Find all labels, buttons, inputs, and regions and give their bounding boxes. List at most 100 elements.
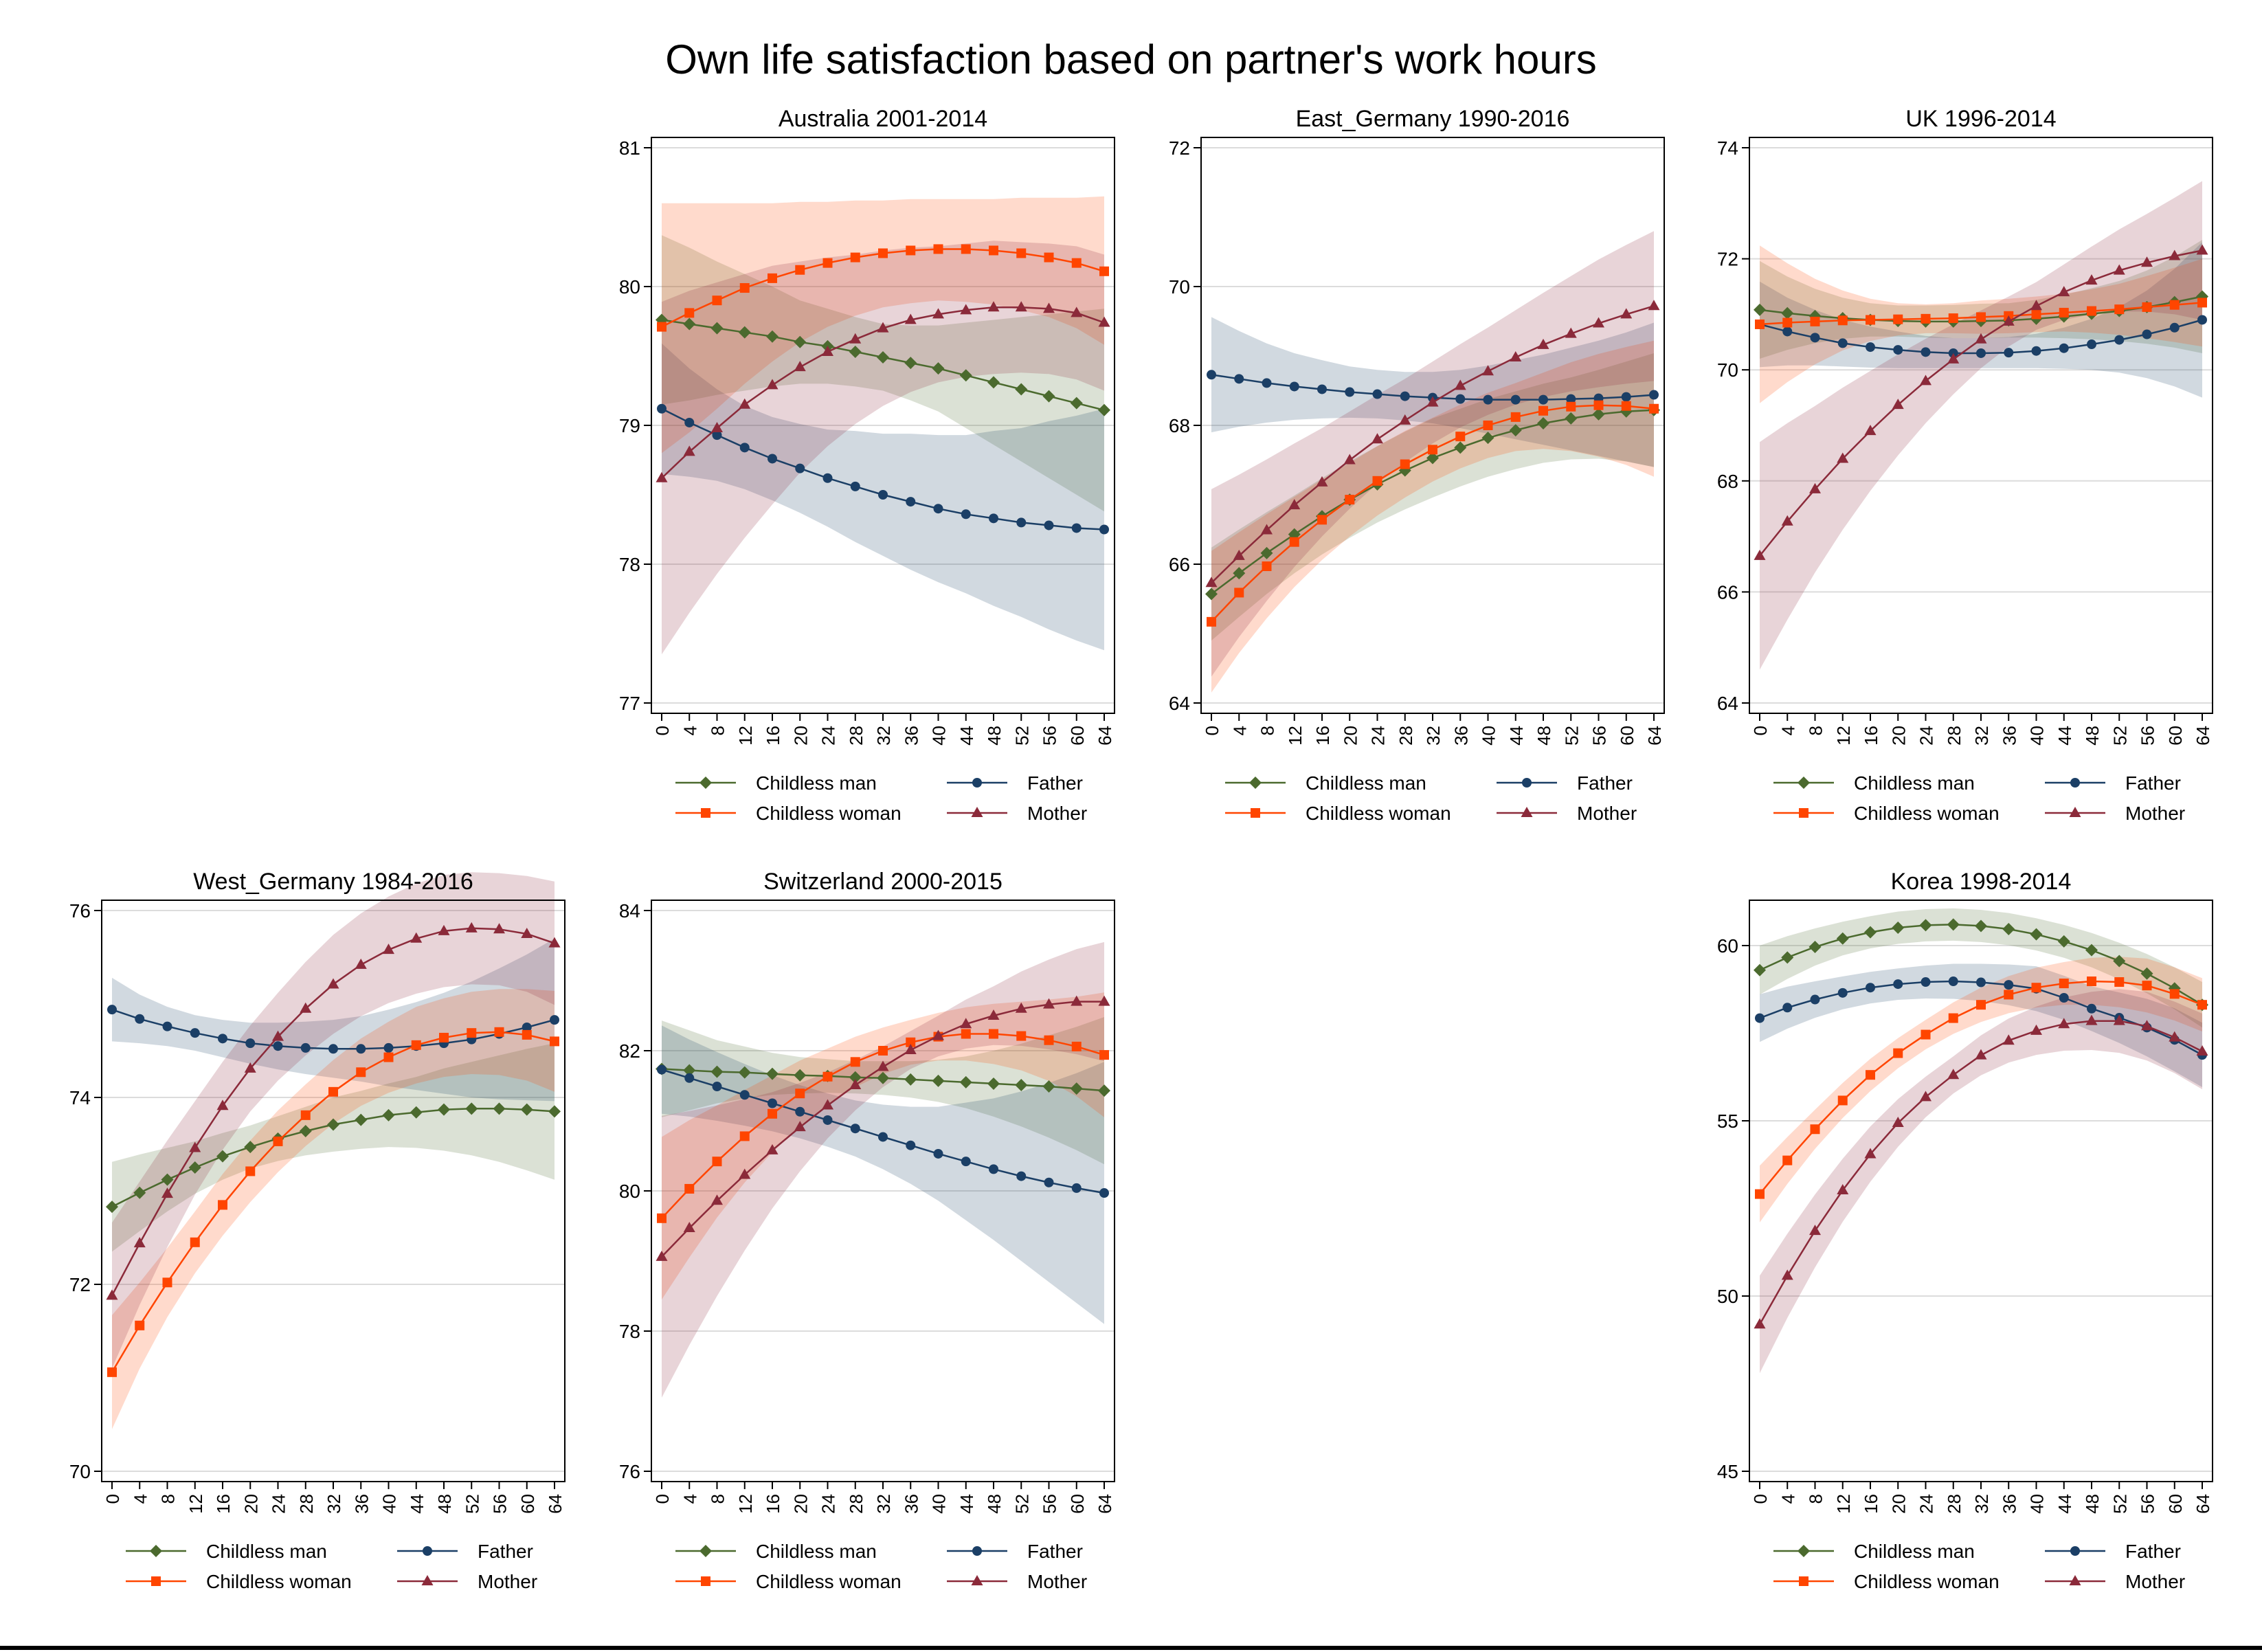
- data-point: [904, 1073, 917, 1086]
- data-point: [2197, 298, 2207, 308]
- legend-marker: [701, 1576, 710, 1586]
- legend-label: Childless man: [206, 1541, 327, 1562]
- x-tick-label: 4: [680, 1494, 700, 1504]
- x-tick-label: 24: [269, 1494, 289, 1514]
- data-point: [1317, 515, 1327, 525]
- x-tick-label: 40: [1479, 726, 1499, 746]
- data-point: [1317, 384, 1327, 394]
- x-tick-label: 12: [735, 726, 756, 746]
- legend-marker: [151, 1576, 161, 1586]
- data-point: [1207, 370, 1216, 380]
- data-point: [1071, 258, 1082, 268]
- data-point: [822, 1071, 833, 1082]
- data-point: [904, 357, 917, 370]
- data-point: [1649, 390, 1659, 400]
- data-point: [1754, 963, 1766, 976]
- data-point: [439, 1032, 449, 1042]
- data-point: [2114, 335, 2125, 345]
- data-point: [1836, 932, 1849, 945]
- data-point: [2059, 343, 2069, 353]
- data-point: [548, 937, 561, 948]
- data-point: [1399, 414, 1411, 425]
- confidence-band: [1211, 317, 1654, 467]
- x-tick-label: 0: [652, 726, 673, 735]
- data-point: [2196, 1045, 2208, 1056]
- data-point: [877, 322, 889, 333]
- data-point: [2142, 329, 2152, 339]
- data-point: [2114, 304, 2125, 315]
- data-point: [245, 1038, 256, 1049]
- data-point: [494, 1027, 504, 1037]
- data-point: [710, 1065, 724, 1078]
- data-point: [2004, 990, 2014, 1000]
- data-point: [2030, 928, 2043, 941]
- data-point: [1837, 315, 1848, 326]
- data-point: [133, 1237, 146, 1248]
- data-point: [739, 283, 750, 293]
- x-tick-label: 12: [1833, 1494, 1854, 1514]
- data-point: [2169, 989, 2180, 999]
- data-point: [795, 463, 805, 473]
- data-point: [1755, 319, 1765, 329]
- x-tick-label: 24: [1916, 726, 1937, 746]
- data-point: [2085, 274, 2098, 285]
- x-tick-label: 52: [1561, 726, 1582, 746]
- data-point: [355, 1113, 368, 1126]
- data-point: [906, 497, 916, 507]
- legend-label: Mother: [478, 1571, 537, 1592]
- y-tick-label: 70: [1169, 276, 1190, 298]
- y-tick-label: 50: [1717, 1286, 1738, 1307]
- data-point: [1837, 452, 1849, 463]
- x-tick-label: 44: [407, 1494, 427, 1514]
- data-point: [1537, 416, 1549, 429]
- data-point: [190, 1028, 200, 1038]
- data-point: [1099, 266, 1109, 276]
- legend-marker: [1521, 807, 1533, 817]
- data-point: [244, 1062, 256, 1073]
- legend-marker: [2069, 1575, 2081, 1585]
- data-point: [411, 1040, 421, 1050]
- data-point: [878, 1132, 888, 1142]
- data-point: [1975, 919, 1987, 933]
- x-tick-label: 60: [517, 1494, 538, 1514]
- x-tick-label: 20: [790, 726, 811, 746]
- y-tick-label: 72: [1169, 137, 1190, 159]
- x-tick-label: 44: [2054, 1494, 2075, 1514]
- y-tick-label: 82: [619, 1040, 640, 1062]
- data-point: [849, 345, 862, 358]
- legend-label: Childless woman: [756, 803, 902, 824]
- data-point: [1483, 394, 1493, 405]
- data-point: [683, 1222, 695, 1233]
- data-point: [1837, 1095, 1848, 1106]
- data-point: [657, 322, 667, 332]
- data-point: [878, 248, 888, 258]
- x-tick-label: 36: [351, 1494, 372, 1514]
- data-point: [1947, 918, 1960, 931]
- confidence-band: [662, 196, 1104, 454]
- data-point: [1864, 926, 1877, 939]
- x-tick-label: 12: [735, 1494, 756, 1514]
- data-point: [2031, 309, 2041, 320]
- data-point: [216, 1150, 229, 1163]
- data-point: [356, 1044, 366, 1054]
- data-point: [438, 924, 450, 935]
- x-tick-label: 0: [1202, 726, 1222, 735]
- data-point: [1015, 383, 1028, 396]
- data-point: [1509, 424, 1522, 437]
- legend-label: Childless woman: [1854, 803, 2000, 824]
- data-point: [1262, 378, 1272, 388]
- confidence-band: [1760, 242, 2202, 398]
- data-point: [850, 252, 860, 263]
- data-point: [710, 322, 724, 335]
- x-tick-label: 40: [379, 1494, 400, 1514]
- x-tick-label: 52: [1011, 1494, 1032, 1514]
- legend-marker: [1251, 808, 1260, 818]
- y-tick-label: 84: [619, 900, 640, 922]
- x-tick-label: 56: [1040, 1494, 1060, 1514]
- x-tick-label: 56: [2138, 726, 2158, 746]
- legend-label: Childless woman: [756, 1571, 902, 1592]
- x-tick-label: 44: [956, 1494, 977, 1514]
- data-point: [850, 1124, 860, 1134]
- x-tick-label: 16: [1312, 726, 1333, 746]
- x-tick-label: 32: [1423, 726, 1444, 746]
